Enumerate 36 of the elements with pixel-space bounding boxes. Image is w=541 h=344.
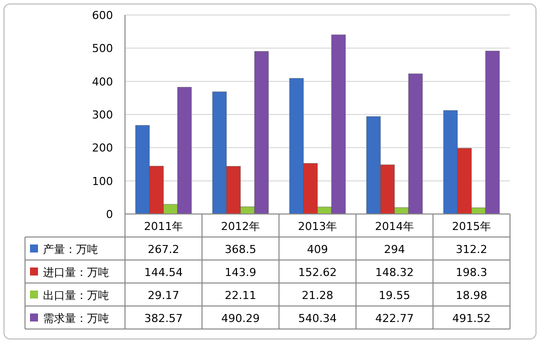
y-tick-label: 500 [92,42,113,56]
data-label: 491.52 [452,312,491,325]
data-label: 409 [307,243,328,256]
y-tick-label: 300 [92,108,113,122]
data-label: 540.34 [298,312,337,325]
data-label: 19.55 [378,289,410,302]
data-label: 198.3 [456,266,488,279]
data-label: 22.11 [224,289,256,302]
data-label: 29.17 [148,289,180,302]
data-label: 422.77 [375,312,414,325]
x-tick-label: 2014年 [375,220,414,233]
data-label: 368.5 [224,243,256,256]
data-label: 382.57 [144,312,183,325]
data-label: 21.28 [302,289,334,302]
y-tick-label: 400 [92,75,113,88]
data-label: 18.98 [456,289,488,302]
data-label: 144.54 [144,266,183,279]
y-tick-label: 200 [92,142,113,155]
legend-label: 产量：万吨 [43,243,98,256]
legend-label: 进口量：万吨 [43,266,109,279]
data-label: 490.29 [221,312,260,325]
data-label: 267.2 [148,243,180,256]
y-tick-label: 0 [106,208,113,221]
data-label: 143.9 [224,266,256,279]
data-label: 148.32 [375,266,414,279]
legend-label: 需求量：万吨 [43,312,109,325]
data-label: 312.2 [456,243,488,256]
legend-label: 出口量：万吨 [43,289,109,302]
x-tick-label: 2013年 [298,220,337,233]
y-tick-label: 100 [92,174,113,188]
y-tick-label: 600 [92,9,113,22]
data-label: 294 [384,243,405,256]
x-tick-label: 2015年 [452,220,491,233]
x-tick-label: 2011年 [144,220,183,233]
data-label: 152.62 [298,266,337,279]
x-tick-label: 2012年 [221,220,260,233]
